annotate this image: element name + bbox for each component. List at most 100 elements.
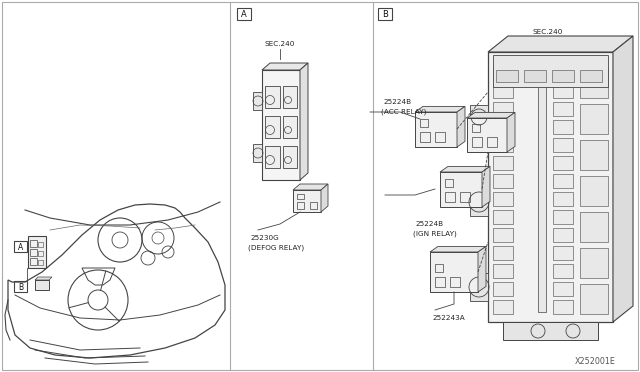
- Bar: [553, 84, 573, 98]
- Bar: [553, 210, 573, 224]
- Bar: [38, 251, 43, 256]
- Bar: [493, 282, 513, 296]
- Bar: [493, 138, 513, 152]
- Text: 25224B: 25224B: [415, 221, 443, 227]
- Bar: [435, 277, 445, 287]
- Bar: [445, 179, 453, 187]
- Bar: [435, 264, 443, 272]
- Polygon shape: [482, 166, 490, 207]
- Bar: [38, 260, 43, 265]
- Bar: [507, 136, 512, 144]
- Polygon shape: [293, 184, 328, 190]
- Bar: [580, 104, 608, 134]
- Polygon shape: [613, 36, 633, 322]
- Bar: [493, 66, 513, 80]
- Bar: [553, 138, 573, 152]
- Text: 252243A: 252243A: [432, 315, 465, 321]
- Bar: [472, 137, 482, 147]
- Bar: [420, 132, 430, 142]
- Bar: [580, 284, 608, 314]
- Bar: [253, 144, 262, 162]
- Bar: [482, 191, 487, 199]
- Bar: [470, 273, 488, 301]
- Polygon shape: [488, 36, 633, 52]
- Bar: [472, 124, 480, 132]
- Bar: [553, 156, 573, 170]
- Bar: [493, 120, 513, 134]
- Bar: [30, 258, 37, 265]
- Text: A: A: [18, 243, 23, 251]
- Text: 25224B: 25224B: [383, 99, 411, 105]
- Text: (ACC RELAY): (ACC RELAY): [381, 109, 426, 115]
- Bar: [538, 62, 546, 312]
- Bar: [553, 102, 573, 116]
- Bar: [580, 68, 608, 98]
- Polygon shape: [507, 112, 515, 152]
- Bar: [35, 280, 49, 290]
- Bar: [310, 202, 317, 209]
- Bar: [378, 8, 392, 20]
- Bar: [493, 192, 513, 206]
- Bar: [30, 240, 37, 247]
- Bar: [415, 112, 457, 147]
- Polygon shape: [457, 106, 465, 147]
- Polygon shape: [467, 112, 515, 118]
- Bar: [262, 70, 300, 180]
- Bar: [493, 84, 513, 98]
- Bar: [38, 242, 43, 247]
- Bar: [493, 228, 513, 242]
- Bar: [430, 252, 478, 292]
- Bar: [553, 192, 573, 206]
- Bar: [30, 249, 37, 256]
- Bar: [524, 70, 546, 82]
- Bar: [493, 264, 513, 278]
- Bar: [265, 116, 280, 138]
- Bar: [28, 236, 46, 268]
- Bar: [493, 174, 513, 188]
- Bar: [487, 137, 497, 147]
- Bar: [553, 282, 573, 296]
- Bar: [457, 131, 462, 139]
- Bar: [283, 146, 297, 168]
- Text: SEC.240: SEC.240: [533, 29, 563, 35]
- Polygon shape: [300, 63, 308, 180]
- Bar: [580, 70, 602, 82]
- Bar: [552, 70, 574, 82]
- Text: X252001E: X252001E: [575, 357, 616, 366]
- Bar: [553, 246, 573, 260]
- Bar: [467, 118, 507, 152]
- Bar: [283, 116, 297, 138]
- Bar: [493, 55, 608, 87]
- Bar: [580, 212, 608, 242]
- Bar: [496, 70, 518, 82]
- Bar: [553, 120, 573, 134]
- Bar: [580, 140, 608, 170]
- Bar: [493, 210, 513, 224]
- Bar: [297, 202, 304, 209]
- Polygon shape: [35, 277, 52, 280]
- Bar: [478, 276, 483, 284]
- Bar: [493, 246, 513, 260]
- Polygon shape: [321, 184, 328, 212]
- Polygon shape: [478, 246, 486, 292]
- Bar: [237, 8, 251, 20]
- Polygon shape: [440, 166, 490, 172]
- Bar: [297, 194, 304, 199]
- Bar: [293, 190, 321, 212]
- Bar: [553, 300, 573, 314]
- Text: SEC.240: SEC.240: [265, 41, 295, 47]
- Bar: [493, 300, 513, 314]
- Bar: [253, 92, 262, 110]
- Bar: [440, 172, 482, 207]
- Polygon shape: [415, 106, 465, 112]
- Text: B: B: [18, 282, 23, 292]
- Bar: [553, 264, 573, 278]
- Bar: [580, 176, 608, 206]
- Text: 25230G: 25230G: [250, 235, 279, 241]
- Text: B: B: [382, 10, 388, 19]
- Text: (IGN RELAY): (IGN RELAY): [413, 231, 457, 237]
- Bar: [460, 192, 470, 202]
- Text: (DEFOG RELAY): (DEFOG RELAY): [248, 245, 304, 251]
- Bar: [283, 86, 297, 108]
- Bar: [470, 188, 488, 216]
